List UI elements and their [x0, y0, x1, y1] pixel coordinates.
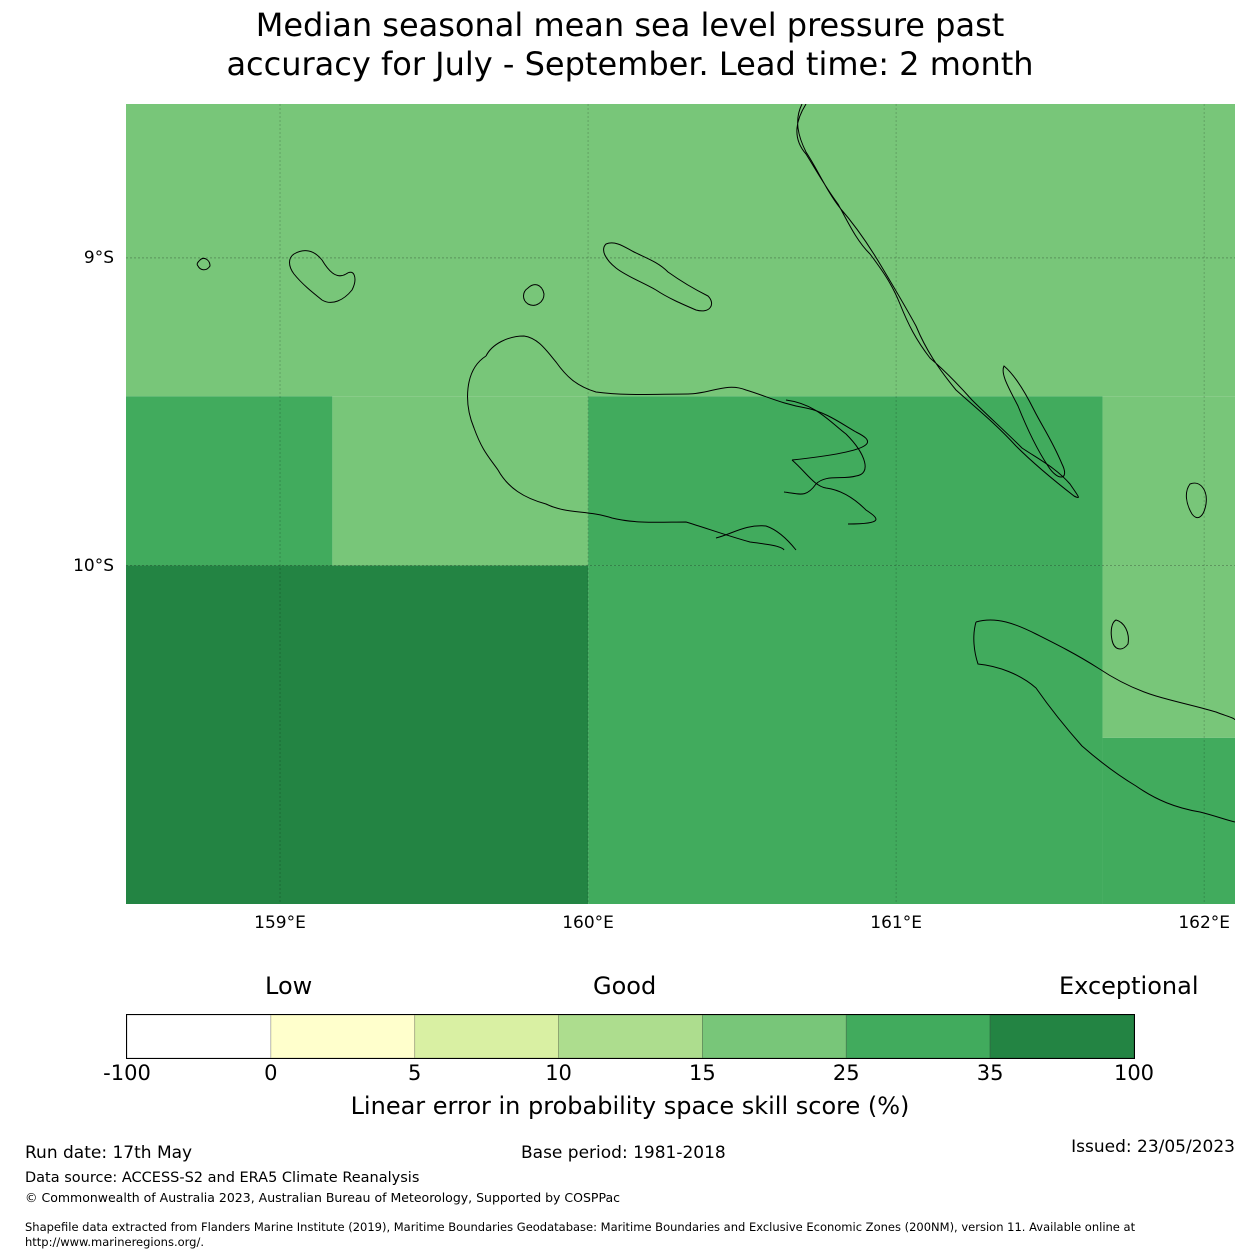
- colorbar-tick-label: -100: [103, 1061, 151, 1085]
- coastline-ulawa: [1185, 482, 1207, 519]
- colorbar-tick-label: 0: [264, 1061, 278, 1085]
- title-line-1: Median seasonal mean sea level pressure …: [255, 6, 1005, 44]
- colorbar-title: Linear error in probability space skill …: [350, 1092, 910, 1120]
- skill-cell-25-35: [1102, 737, 1235, 904]
- colorbar-frame: [126, 1014, 1135, 1059]
- lon-tick-label: 159°E: [254, 913, 306, 933]
- coastline-guadalcanal: [467, 335, 877, 551]
- colorbar-segment: [270, 1014, 416, 1059]
- copyright: © Commonwealth of Australia 2023, Austra…: [25, 1190, 620, 1205]
- coastline-island-west: [196, 257, 211, 271]
- skill-cell-25-35: [126, 396, 333, 566]
- skill-cell-25-35: [588, 396, 1103, 566]
- skill-cell-15-25: [332, 396, 589, 566]
- base-period: Base period: 1981-2018: [521, 1143, 726, 1163]
- shapefile-credit-line-2: http://www.marineregions.org/.: [25, 1235, 204, 1249]
- coastline-island-east: [1110, 619, 1129, 650]
- coastline-russell-islands: [289, 250, 356, 303]
- skill-cell-15-25: [1102, 396, 1235, 566]
- legend-category-good: Good: [593, 972, 657, 1000]
- title-line-2: accuracy for July - September. Lead time…: [226, 45, 1034, 83]
- lon-tick-label: 162°E: [1178, 913, 1231, 933]
- colorbar-segment: [126, 1014, 272, 1059]
- colorbar-segment: [702, 1014, 847, 1059]
- coastline-florida-islands: [603, 242, 712, 312]
- coastline-makira: [973, 619, 1235, 823]
- colorbar-segment: [845, 1014, 991, 1059]
- skill-cell-35-100: [126, 565, 589, 904]
- run-date: Run date: 17th May: [25, 1143, 193, 1163]
- colorbar-segment: [558, 1014, 703, 1059]
- coastline-guadalcanal-south: [715, 399, 866, 551]
- skill-cell-15-25: [1102, 565, 1235, 738]
- coastline-savo-island: [523, 284, 545, 306]
- colorbar-tick-label: 10: [545, 1061, 572, 1085]
- skill-cell-15-25: [126, 104, 1235, 397]
- skill-cell-25-35: [588, 565, 1103, 904]
- coastline-malaita: [796, 104, 1079, 498]
- colorbar-tick-label: 25: [832, 1061, 860, 1085]
- lon-tick-label: 160°E: [562, 913, 614, 933]
- colorbar-tick-label: 100: [1113, 1061, 1155, 1085]
- chart-title: Median seasonal mean sea level pressure …: [0, 6, 1260, 84]
- shapefile-credit-line-1: Shapefile data extracted from Flanders M…: [25, 1220, 1136, 1234]
- coastline-small-malaita: [1002, 365, 1066, 478]
- colorbar-tick-label: 35: [976, 1061, 1004, 1085]
- lat-tick-label: 9°S: [83, 247, 114, 268]
- colorbar-tick-label: 15: [689, 1061, 716, 1085]
- legend-category-low: Low: [265, 972, 313, 1000]
- issued-date: Issued: 23/05/2023: [1071, 1137, 1235, 1157]
- data-source: Data source: ACCESS-S2 and ERA5 Climate …: [25, 1170, 420, 1186]
- lat-tick-label: 10°S: [73, 555, 114, 576]
- lon-tick-label: 161°E: [870, 913, 922, 933]
- colorbar-segment: [989, 1014, 1135, 1059]
- colorbar-tick-label: 5: [408, 1061, 422, 1085]
- colorbar-segment: [414, 1014, 559, 1059]
- skill-map: [126, 104, 1235, 904]
- colorbar: [126, 1014, 1135, 1059]
- legend-category-exceptional: Exceptional: [1059, 972, 1199, 1000]
